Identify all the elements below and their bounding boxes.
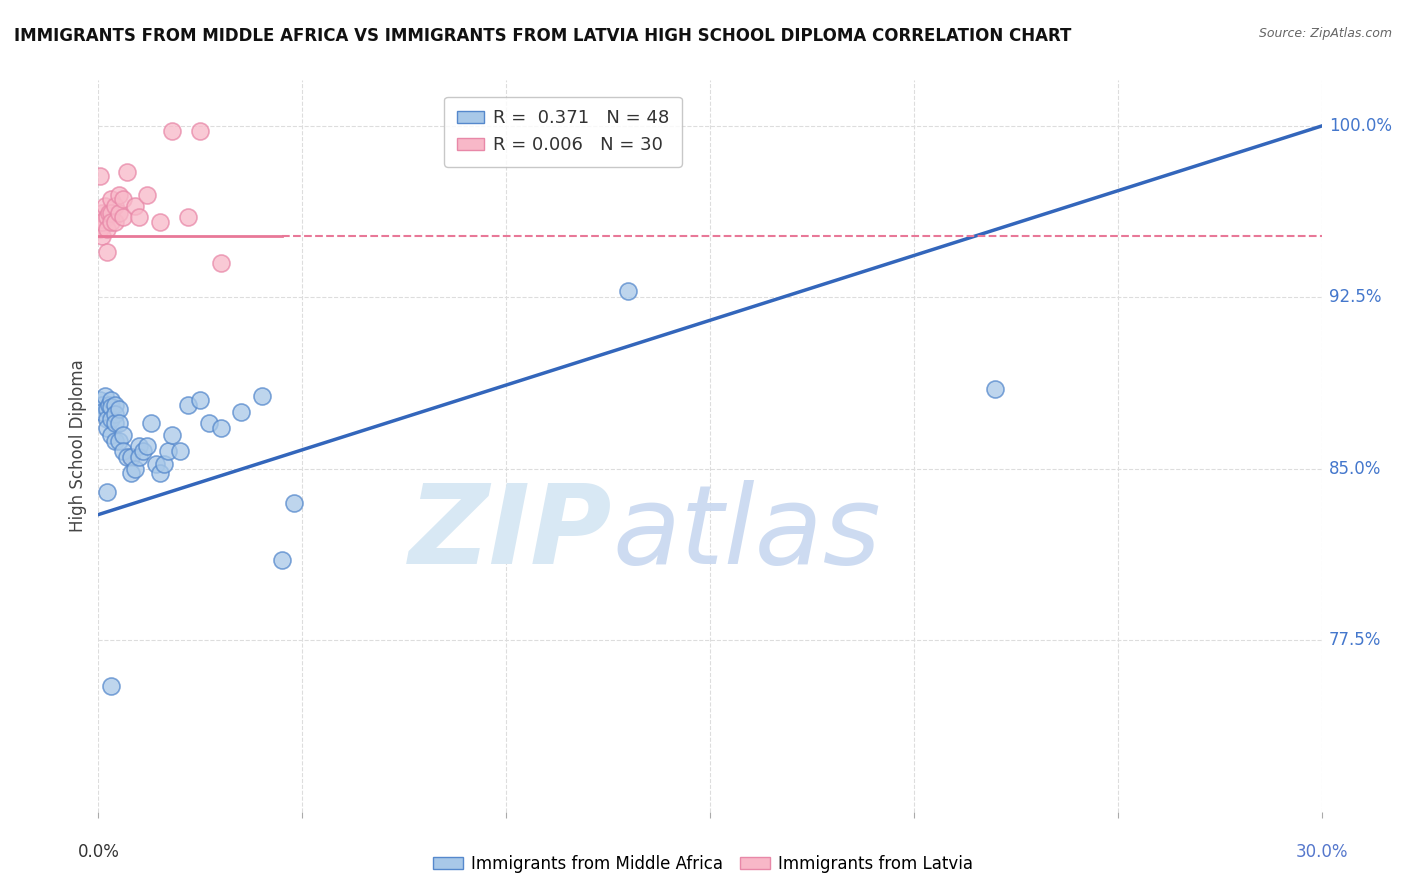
Point	[188, 123, 212, 137]
Legend: R =  0.371   N = 48, R = 0.006   N = 30: R = 0.371 N = 48, R = 0.006 N = 30	[444, 96, 682, 167]
Point	[209, 421, 232, 435]
Point	[111, 443, 134, 458]
Point	[177, 211, 200, 225]
Point	[97, 398, 120, 412]
Point	[104, 416, 127, 430]
Point	[91, 206, 114, 220]
Text: 0.0%: 0.0%	[77, 843, 120, 861]
Y-axis label: High School Diploma: High School Diploma	[69, 359, 87, 533]
Point	[104, 215, 127, 229]
Point	[984, 382, 1007, 396]
Point	[108, 434, 131, 449]
Point	[108, 402, 131, 417]
Point	[90, 228, 112, 243]
Point	[108, 206, 131, 220]
Point	[115, 165, 138, 179]
Point	[209, 256, 232, 270]
Point	[152, 458, 174, 472]
Point	[89, 169, 111, 184]
Text: atlas: atlas	[612, 480, 880, 587]
Point	[104, 434, 127, 449]
Point	[100, 215, 122, 229]
Point	[128, 450, 150, 465]
Point	[93, 389, 115, 403]
Point	[89, 222, 111, 236]
Point	[96, 411, 118, 425]
Point	[149, 215, 172, 229]
Point	[111, 192, 134, 206]
Point	[145, 458, 167, 472]
Point	[100, 679, 122, 693]
Text: 85.0%: 85.0%	[1329, 460, 1381, 478]
Point	[177, 398, 200, 412]
Point	[283, 496, 305, 510]
Point	[136, 439, 159, 453]
Point	[96, 222, 118, 236]
Point	[100, 400, 122, 414]
Point	[141, 416, 163, 430]
Text: Source: ZipAtlas.com: Source: ZipAtlas.com	[1258, 27, 1392, 40]
Point	[104, 199, 127, 213]
Point	[231, 405, 253, 419]
Point	[111, 211, 134, 225]
Point	[89, 215, 111, 229]
Point	[100, 192, 122, 206]
Text: ZIP: ZIP	[409, 480, 612, 587]
Point	[104, 398, 127, 412]
Point	[120, 467, 142, 481]
Point	[91, 215, 114, 229]
Point	[115, 450, 138, 465]
Legend: Immigrants from Middle Africa, Immigrants from Latvia: Immigrants from Middle Africa, Immigrant…	[426, 848, 980, 880]
Point	[270, 553, 294, 567]
Point	[96, 244, 118, 259]
Point	[96, 211, 118, 225]
Text: 30.0%: 30.0%	[1295, 843, 1348, 861]
Point	[100, 411, 122, 425]
Point	[100, 427, 122, 442]
Point	[97, 206, 120, 220]
Point	[124, 199, 146, 213]
Point	[120, 450, 142, 465]
Point	[160, 427, 183, 442]
Point	[100, 393, 122, 408]
Point	[93, 199, 115, 213]
Point	[108, 416, 131, 430]
Point	[128, 211, 150, 225]
Text: 77.5%: 77.5%	[1329, 632, 1381, 649]
Point	[96, 402, 118, 417]
Point	[188, 393, 212, 408]
Point	[132, 443, 155, 458]
Text: 92.5%: 92.5%	[1329, 288, 1381, 307]
Point	[91, 405, 114, 419]
Point	[156, 443, 179, 458]
Point	[89, 393, 111, 408]
Text: IMMIGRANTS FROM MIDDLE AFRICA VS IMMIGRANTS FROM LATVIA HIGH SCHOOL DIPLOMA CORR: IMMIGRANTS FROM MIDDLE AFRICA VS IMMIGRA…	[14, 27, 1071, 45]
Point	[169, 443, 191, 458]
Point	[96, 421, 118, 435]
Point	[149, 467, 172, 481]
Point	[100, 206, 122, 220]
Point	[124, 462, 146, 476]
Point	[104, 407, 127, 421]
Point	[160, 123, 183, 137]
Point	[120, 450, 142, 465]
Point	[197, 416, 219, 430]
Point	[617, 284, 640, 298]
Point	[128, 439, 150, 453]
Point	[96, 484, 118, 499]
Point	[108, 187, 131, 202]
Text: 100.0%: 100.0%	[1329, 117, 1392, 135]
Point	[111, 427, 134, 442]
Point	[91, 398, 114, 412]
Point	[136, 187, 159, 202]
Point	[250, 389, 273, 403]
